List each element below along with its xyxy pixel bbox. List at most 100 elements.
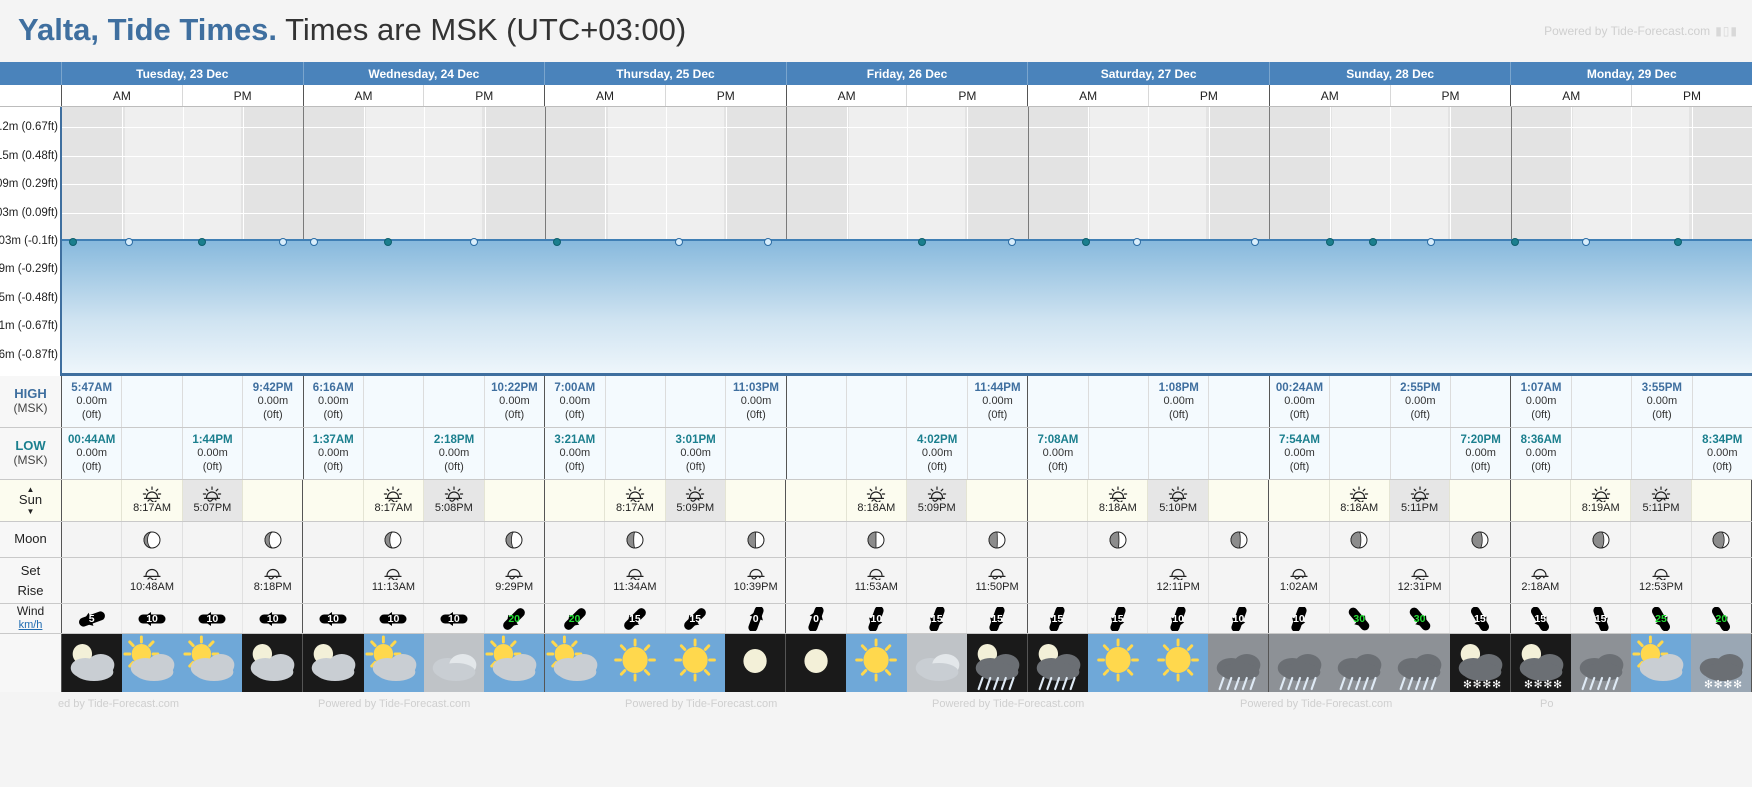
ampm-pm-day6: PM bbox=[1683, 88, 1702, 103]
moon-phase-icon bbox=[1591, 530, 1611, 550]
high-tide-cell-entry-3: 10:22PM 0.00m (0ft) bbox=[484, 376, 546, 427]
caret-up-icon: ▲ bbox=[26, 485, 35, 495]
moon-setrise-cell-19 bbox=[1209, 558, 1270, 603]
tide-time: 9:42PM bbox=[252, 381, 293, 394]
ampm-am-day0: AM bbox=[62, 85, 183, 106]
wind-speed-value: 10 bbox=[327, 612, 339, 625]
tide-time: 7:54AM bbox=[1279, 433, 1320, 446]
high-tide-cell-17 bbox=[1088, 376, 1150, 427]
moonrise-icon bbox=[503, 566, 525, 580]
wind-unit-link[interactable]: km/h bbox=[18, 619, 43, 632]
moon-phase-row: Moon bbox=[0, 522, 1752, 558]
sun-cell-entry-9: 5:10PM bbox=[1148, 480, 1209, 521]
moon-phase-entry-4 bbox=[605, 522, 666, 557]
tide-height-m: 0.00m bbox=[740, 394, 772, 407]
weather-icon-row: ✻ ✻ ✻ ✻ ✻ ✻ ✻ ✻ ✻ ✻ ✻ ✻ bbox=[0, 634, 1752, 692]
tide-height-m: 0.00m bbox=[1525, 394, 1557, 407]
low-tide-cell-7 bbox=[484, 428, 546, 479]
weather-cell-13 bbox=[846, 634, 907, 692]
tide-height-ft: (0ft) bbox=[1048, 460, 1068, 473]
wind-cell-2: 10 bbox=[183, 604, 244, 633]
moon-cell-18 bbox=[1148, 522, 1209, 557]
sun-cell-entry-13: 5:11PM bbox=[1631, 480, 1692, 521]
moon-row-label: Moon bbox=[0, 522, 62, 557]
y-axis-tick-1: 0.2m (0.67ft) bbox=[0, 121, 58, 134]
wind-cell-17: 15 bbox=[1088, 604, 1149, 633]
low-tide-cell-5 bbox=[363, 428, 425, 479]
weather-cell-22 bbox=[1389, 634, 1450, 692]
low-tide-cell-entry-5: 3:01PM 0.00m (0ft) bbox=[665, 428, 727, 479]
watermark-1: ed by Tide-Forecast.com bbox=[58, 698, 180, 710]
weather-cell-23: ✻ ✻ ✻ ✻ bbox=[1449, 634, 1511, 692]
wind-cell-27: 20 bbox=[1692, 604, 1752, 633]
moonrise-icon bbox=[745, 566, 767, 580]
moon-setrise-label: Set Rise bbox=[0, 558, 62, 603]
weather-cell-7 bbox=[483, 634, 545, 692]
weather-cell-17 bbox=[1087, 634, 1148, 692]
sun-time: 8:18AM bbox=[857, 501, 896, 514]
wind-arrow-icon: 0 bbox=[740, 606, 772, 631]
y-axis-tick-2: 0.15m (0.48ft) bbox=[0, 149, 58, 162]
low-tide-cell-21 bbox=[1330, 428, 1391, 479]
high-tide-cell-entry-10: 1:07AM 0.00m (0ft) bbox=[1511, 376, 1572, 427]
low-tide-cell-entry-8: 7:54AM 0.00m (0ft) bbox=[1269, 428, 1331, 479]
high-tide-row: HIGH (MSK) 5:47AM 0.00m (0ft) 9:42PM 0.00m (0… bbox=[0, 376, 1752, 428]
moonrise-icon bbox=[1529, 566, 1551, 580]
day-header-0: Tuesday, 23 Dec bbox=[62, 62, 304, 85]
moon-phase-icon bbox=[1108, 530, 1128, 550]
wind-arrow-icon: 10 bbox=[257, 607, 289, 631]
wind-row-label: Wind km/h bbox=[0, 604, 62, 633]
weather-cell-24: ✻ ✻ ✻ ✻ bbox=[1510, 634, 1571, 692]
sun-time: 8:18AM bbox=[1340, 501, 1379, 514]
y-axis-tick-3: 0.09m (0.29ft) bbox=[0, 178, 58, 191]
night-rain-icon bbox=[1028, 634, 1088, 692]
y-axis-tick-4: 0.03m (0.09ft) bbox=[0, 206, 58, 219]
night-cloudy-icon bbox=[62, 634, 122, 692]
tide-height-m: 0.00m bbox=[317, 446, 349, 459]
tide-height-ft: (0ft) bbox=[927, 460, 947, 473]
low-tide-cell-entry-1: 1:44PM 0.00m (0ft) bbox=[182, 428, 244, 479]
y-axis-tick-7: -0.15m (-0.48ft) bbox=[0, 291, 58, 304]
moon-setrise-cell-14 bbox=[907, 558, 968, 603]
weather-cell-9 bbox=[604, 634, 666, 692]
moon-phase-entry-2 bbox=[364, 522, 425, 557]
wind-speed-value: 30 bbox=[1353, 612, 1366, 625]
svg-text:✻: ✻ bbox=[1462, 679, 1471, 691]
tide-time: 6:16AM bbox=[312, 381, 354, 394]
moon-phase-icon bbox=[625, 530, 645, 550]
high-tide-cell-19 bbox=[1209, 376, 1270, 427]
weather-cell-10 bbox=[665, 634, 726, 692]
sunny-icon bbox=[665, 634, 725, 692]
watermark-5: Powered by Tide-Forecast.com bbox=[1240, 698, 1393, 710]
moon-setrise-cell-25 bbox=[1571, 558, 1632, 603]
timezone-title: Times are MSK (UTC+03:00) bbox=[285, 12, 687, 47]
rain-icon bbox=[1571, 634, 1631, 692]
moon-phase-icon bbox=[1470, 530, 1490, 550]
moon-cell-6 bbox=[424, 522, 485, 557]
y-axis-tick-5: -0.03m (-0.1ft) bbox=[0, 235, 58, 247]
wind-arrow-icon: 10 bbox=[1283, 606, 1315, 631]
tide-time: 11:03PM bbox=[732, 381, 779, 394]
wind-arrow-icon: 10 bbox=[377, 607, 409, 631]
low-tide-cell-15 bbox=[967, 428, 1029, 479]
high-tide-cell-entry-1: 9:42PM 0.00m (0ft) bbox=[243, 376, 304, 427]
wind-speed-value: 0 bbox=[813, 612, 819, 625]
weather-cell-16 bbox=[1027, 634, 1088, 692]
night-rain-icon bbox=[967, 634, 1027, 692]
wind-arrow-icon: 20 bbox=[498, 607, 530, 631]
high-tide-cell-14 bbox=[907, 376, 968, 427]
wind-speed-value: 10 bbox=[870, 612, 883, 625]
tide-height-m: 0.00m bbox=[1465, 446, 1496, 459]
tide-point-10 bbox=[918, 238, 927, 247]
day-header-corner bbox=[0, 62, 62, 85]
moon-cell-10 bbox=[666, 522, 726, 557]
day-header-1: Wednesday, 24 Dec bbox=[304, 62, 546, 85]
tide-point-19 bbox=[1582, 238, 1591, 247]
wind-arrow-icon: 15 bbox=[1464, 606, 1496, 631]
moon-time: 11:53AM bbox=[854, 581, 898, 594]
wind-arrow-icon: 25 bbox=[1645, 606, 1677, 631]
moon-setrise-entry-12: 12:53PM bbox=[1631, 558, 1692, 603]
sun-time: 5:07PM bbox=[193, 501, 232, 514]
clear-night-icon bbox=[725, 634, 785, 692]
sunny-icon bbox=[1148, 634, 1208, 692]
